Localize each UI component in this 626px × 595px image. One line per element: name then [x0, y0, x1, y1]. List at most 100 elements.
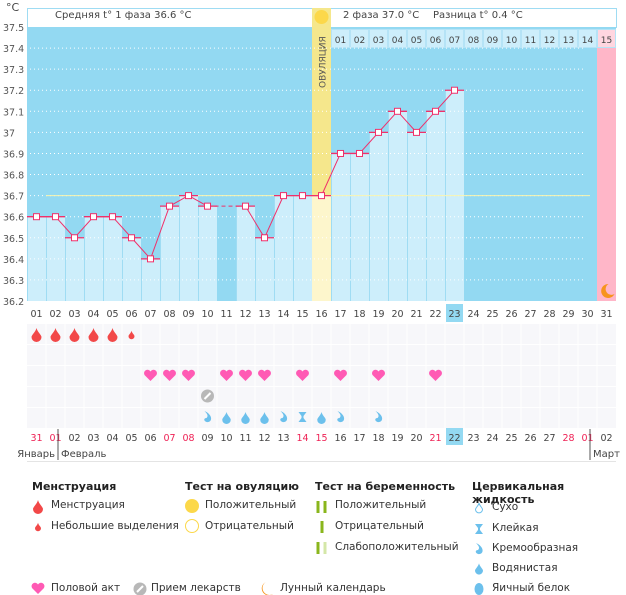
calendar-date: 02: [68, 433, 80, 444]
period-forecast-column: [597, 48, 616, 301]
temperature-point: [413, 128, 420, 136]
fluid-sticky-icon: [475, 524, 483, 534]
cycle-day-label: 10: [201, 309, 213, 320]
legend-title-menstruation: Менструация: [32, 480, 117, 493]
fluid-creamy-icon: [204, 411, 212, 423]
luteal-day-label: 06: [430, 36, 442, 46]
calendar-date: 12: [258, 433, 270, 444]
temperature-line-segment: [150, 205, 170, 260]
temperature-bar: [103, 216, 122, 301]
heart-icon: [372, 369, 385, 381]
heart-icon: [163, 369, 176, 381]
temperature-bar: [293, 195, 312, 301]
temperature-bar: [274, 195, 293, 301]
temperature-bar: [388, 111, 407, 301]
fluid-creamy-icon: [375, 411, 383, 423]
calendar-date: 05: [125, 433, 137, 444]
legend-fluid-sticky: Клейкая: [492, 522, 539, 534]
temperature-bar: [426, 111, 445, 301]
legend-title-pregnancy-test: Тест на беременность: [315, 480, 456, 493]
y-tick-label: 37.4: [3, 44, 24, 55]
temperature-bar: [198, 206, 217, 301]
cycle-day-label: 25: [486, 309, 498, 320]
unit-label: °C: [6, 1, 20, 14]
calendar-date: 31: [30, 433, 42, 444]
luteal-day-label: 08: [468, 36, 480, 46]
cycle-day-label: 01: [30, 309, 42, 320]
temperature-point: [451, 86, 458, 94]
calendar-date: 15: [315, 433, 327, 444]
luteal-day-cell: [578, 29, 597, 48]
luteal-day-cell: [445, 29, 464, 48]
temperature-point: [337, 149, 344, 157]
heart-icon: [220, 369, 233, 381]
luteal-day-label: 05: [411, 36, 422, 46]
luteal-day-cell: [426, 29, 445, 48]
y-tick-label: 36.4: [3, 255, 24, 266]
luteal-day-label: 11: [525, 36, 536, 46]
phase1-average: Средняя t° 1 фаза 36.6 °C: [55, 10, 192, 21]
menstruation-drop-icon: [107, 328, 118, 342]
ovulation-label: ОВУЛЯЦИЯ: [319, 36, 329, 88]
temperature-bar: [331, 153, 350, 301]
temperature-line-segment: [378, 110, 398, 133]
luteal-day-cell: [369, 29, 388, 48]
calendar-date: 01: [49, 433, 61, 444]
legend-fluid-creamy: Кремообразная: [492, 542, 579, 554]
legend-intercourse: Половой акт: [51, 582, 121, 594]
month-label-february: Февраль: [61, 449, 107, 460]
calendar-date: 21: [429, 433, 441, 444]
temperature-point: [280, 192, 287, 200]
luteal-day-cell: [521, 29, 540, 48]
month-label-january: Январь: [17, 449, 55, 460]
cycle-day-label: 22: [429, 309, 441, 320]
legend-fluid-watery-icon: [475, 563, 483, 575]
legend-pregtest-positive: Положительный: [335, 499, 427, 511]
legend-title-ovulation-test: Тест на овуляцию: [185, 480, 299, 493]
temperature-point: [261, 234, 268, 242]
legend-fluid-dry-icon: [474, 502, 484, 514]
legend-fluid-eggwhite: Яичный белок: [492, 582, 571, 594]
legend-ovtest-positive: Положительный: [205, 499, 297, 511]
heart-icon: [296, 369, 309, 381]
calendar-date: 23: [467, 433, 479, 444]
legend-menstruation: Менструация: [51, 499, 125, 511]
symbol-row: [27, 324, 616, 344]
calendar-date: 28: [562, 433, 574, 444]
fluid-watery-icon: [317, 412, 326, 424]
menstruation-drop-icon: [31, 328, 42, 342]
y-tick-label: 36.2: [3, 297, 24, 308]
moon-icon: [601, 283, 615, 298]
temperature-point: [52, 213, 59, 221]
cycle-day-label: 17: [334, 309, 346, 320]
heart-icon: [334, 369, 347, 381]
legend-ovtest-positive-icon: [185, 499, 199, 513]
luteal-day-label: 15: [601, 36, 612, 46]
legend-pregtest-weak: Слабоположительный: [335, 541, 459, 553]
calendar-date: 06: [144, 433, 156, 444]
cycle-day-label: 21: [410, 309, 422, 320]
legend-title-cervical: Цервикальная жидкость: [472, 480, 565, 506]
cycle-day-label: 19: [372, 309, 384, 320]
legend-lunar: Лунный календарь: [280, 582, 386, 594]
y-tick-label: 37.3: [3, 65, 24, 76]
heart-icon: [258, 369, 271, 381]
heart-icon: [144, 369, 157, 381]
cycle-day-label: 05: [106, 309, 118, 320]
luteal-day-cell: [502, 29, 521, 48]
temperature-chart: ОВУЛЯЦИЯ 01 02 03 04 05 06 07 08 09 10 11 12 13 14 15 37…: [3, 8, 620, 462]
cycle-day-label: 28: [543, 309, 555, 320]
calendar-date: 08: [182, 433, 194, 444]
fluid-creamy-icon: [337, 411, 345, 423]
y-tick-label: 37: [3, 128, 15, 139]
phase2-average: 2 фаза 37.0 °C: [343, 10, 420, 21]
heart-icon: [429, 369, 442, 381]
cycle-day-label: 14: [277, 309, 289, 320]
calendar-date: 18: [372, 433, 384, 444]
fluid-creamy-icon: [475, 543, 483, 555]
cycle-day-label: 18: [353, 309, 365, 320]
current-day-highlight: [446, 304, 463, 322]
cycle-day-label: 26: [505, 309, 517, 320]
cycle-day-label: 06: [125, 309, 137, 320]
calendar-date: 09: [201, 433, 213, 444]
